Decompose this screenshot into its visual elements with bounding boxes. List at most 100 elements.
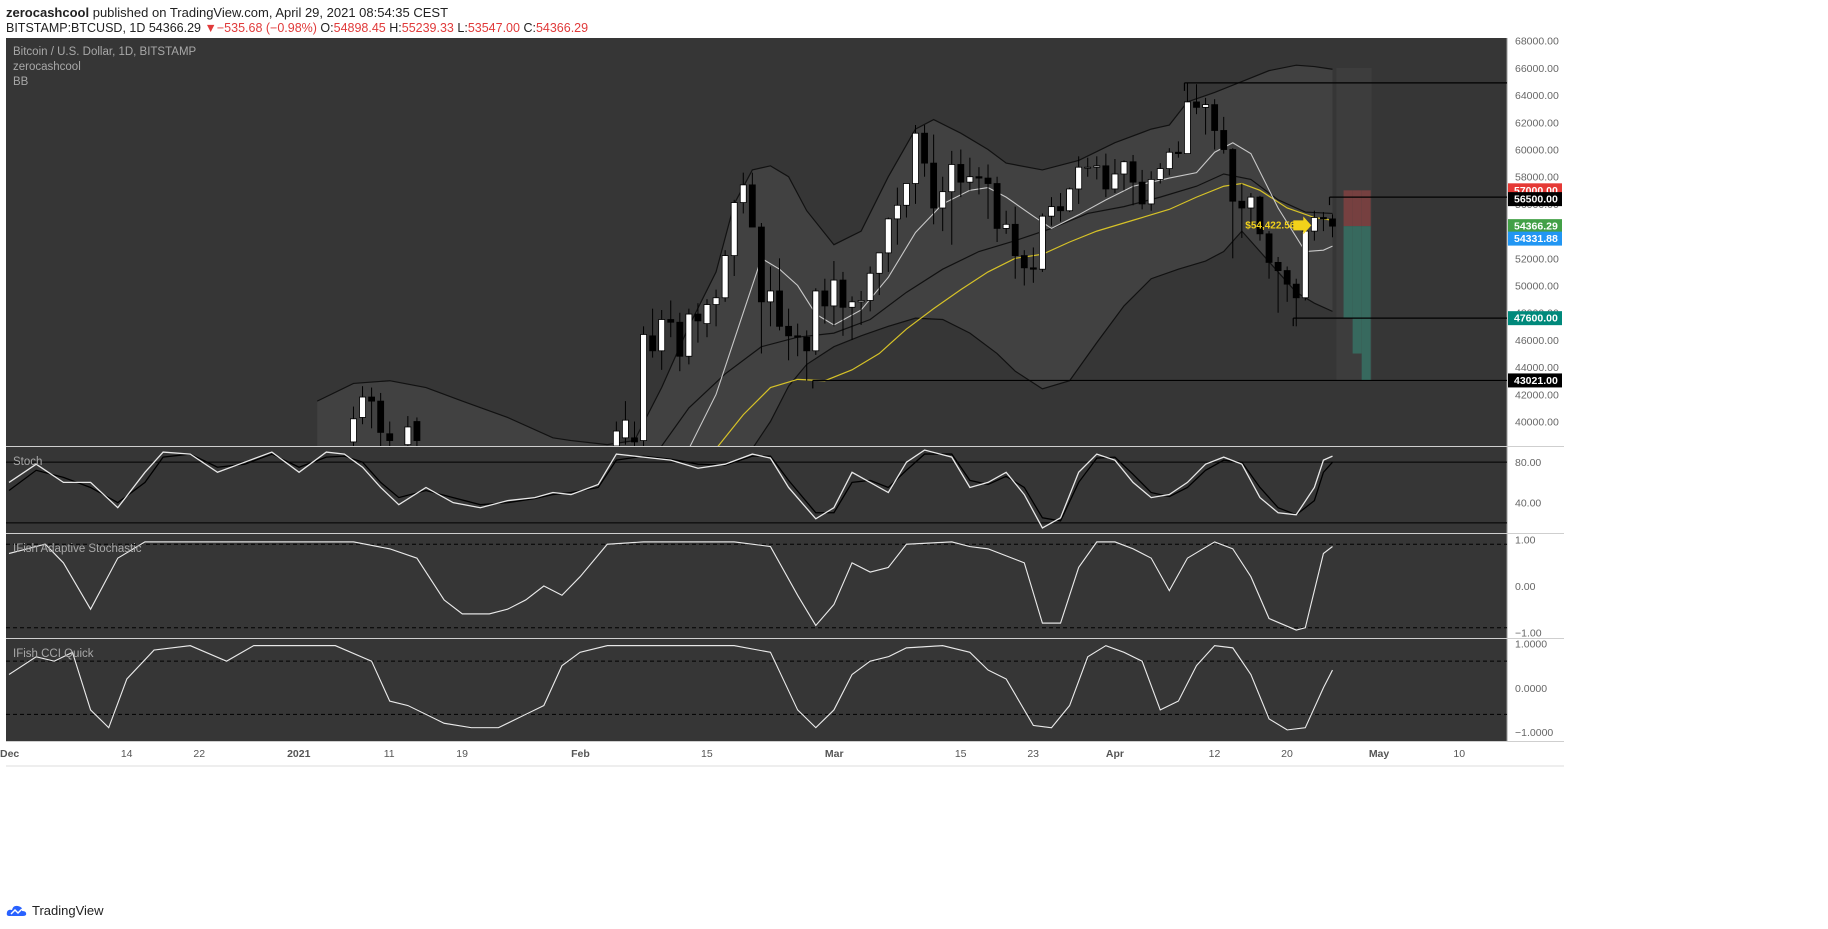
y-tick-label: 52000.00 [1515,253,1559,265]
x-tick-label: 10 [1453,748,1465,760]
candle [1066,188,1074,212]
x-tick-label: 11 [384,748,395,760]
y-tick-label: 68000.00 [1515,36,1559,48]
price-label: 47600.00 [1514,313,1558,325]
candle [930,162,938,209]
cci-y-tick: −1.0000 [1515,727,1553,739]
candle [1029,267,1037,270]
x-tick-label: 2021 [287,748,311,760]
candle [1220,130,1228,150]
candle [1174,151,1182,155]
price-label: 56500.00 [1514,194,1558,206]
y-tick-label: 60000.00 [1515,145,1559,157]
candle [1129,161,1137,183]
candle [721,255,729,299]
ohlc-line: BITSTAMP:BTCUSD, 1D 54366.29 ▼−535.68 (−… [6,21,588,35]
candle [386,433,394,441]
pane-bg-ifa [6,534,1507,638]
candle [404,426,412,446]
bb-lower-line [753,230,1333,446]
candle [413,421,421,441]
publish-text: published on TradingView.com, April 29, … [92,5,449,20]
y-tick-label: 50000.00 [1515,281,1559,293]
cloud-icon [6,905,27,916]
candle [359,396,366,418]
open-value: 54898.45 [333,21,386,35]
y-tick-label: 66000.00 [1515,63,1559,75]
ifa-y-tick: 0.00 [1515,581,1536,593]
candle [1320,217,1327,220]
candle [676,321,684,357]
y-tick-label: 64000.00 [1515,90,1559,102]
candle [739,184,747,203]
ifa-y-tick: 1.00 [1515,535,1536,547]
candle [794,335,802,338]
ifa-pane [6,541,1507,631]
y-tick-label: 42000.00 [1515,389,1559,401]
x-tick-label: Mar [825,748,844,760]
x-tick-label: 23 [1027,748,1039,760]
candle [848,301,856,308]
stoch-y-tick: 40.00 [1515,498,1541,510]
candle [1310,217,1318,232]
x-tick-label: Dec [0,748,19,760]
candle [921,132,928,164]
close-label: C: [523,21,536,35]
y-tick-label: 40000.00 [1515,417,1559,429]
candle [1292,283,1300,299]
candle [1102,165,1110,190]
candle [368,396,376,402]
candle [903,183,910,206]
candle [803,336,811,352]
x-tick-label: 14 [121,748,133,760]
indicator-bb-label: BB [13,76,29,88]
candle [984,177,992,184]
candle [975,176,983,179]
y-tick-label: 58000.00 [1515,172,1559,184]
candle [1020,255,1028,269]
main-pane [316,64,1372,446]
price-label-box [1508,373,1562,388]
candle [1011,223,1019,257]
tradingview-logo[interactable]: TradingView [6,903,104,918]
candle [685,313,693,357]
candle [1075,166,1083,190]
close-value: 54366.29 [535,21,589,35]
candle [812,290,820,352]
ifa-title: IFish Adaptive Stochastic [13,543,142,555]
x-tick-label: 15 [955,748,967,760]
candle [1274,261,1282,271]
candle [1156,168,1164,180]
candle [957,164,965,183]
y-tick-label: 46000.00 [1515,335,1559,347]
candle [1039,215,1046,270]
x-tick-label: Apr [1106,748,1124,760]
candle [839,279,847,308]
candle [1329,218,1336,227]
candle [712,297,720,305]
candle [1093,165,1101,168]
candle [1048,206,1055,217]
candle [1301,230,1309,299]
x-tick-label: 19 [456,748,468,760]
ifish-adaptive-line [8,541,1333,631]
candle [640,334,647,441]
projection-risk-box [1352,190,1362,227]
candle [776,290,783,327]
candle [1202,104,1209,108]
candle [1138,181,1146,205]
author-name[interactable]: zerocashcool [6,5,90,20]
x-tick-label: 12 [1209,748,1221,760]
x-tick-label: May [1369,748,1390,760]
candle [1120,161,1128,175]
ifa-y-tick: −1.00 [1515,627,1542,639]
price-label-box [1508,311,1562,326]
candle [612,430,620,446]
price-callout: $54,422.56 [1245,220,1295,231]
candle [1265,233,1273,263]
time-axis [6,742,1507,766]
candle [757,226,765,303]
price-change: −535.68 (−0.98%) [216,21,317,35]
candle [730,202,738,256]
